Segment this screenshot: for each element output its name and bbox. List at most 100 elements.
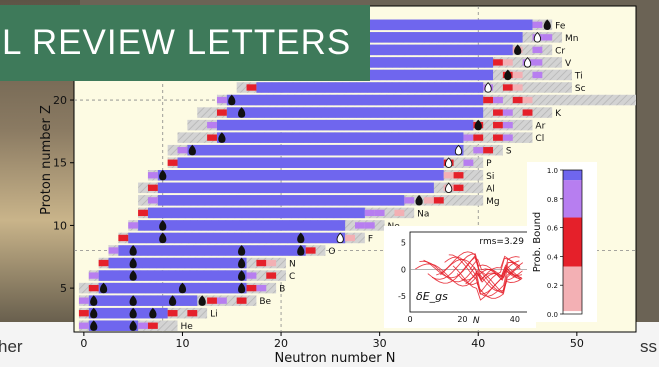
colorbar-tick-label: 0.8 <box>547 196 558 204</box>
element-label-K: K <box>555 109 562 119</box>
bound-region-Ar <box>216 119 474 131</box>
dripline-cell-Cl <box>493 134 503 141</box>
element-label-C: C <box>289 272 295 282</box>
dripline-cell-He <box>138 322 148 329</box>
colorbar-tick-label: 0.4 <box>547 253 559 261</box>
bound-region-C <box>98 270 247 281</box>
proton-drip-cell-S <box>177 147 188 154</box>
drip-marker <box>415 194 423 206</box>
dripline-cell-Mg <box>404 197 415 204</box>
plot-cells: HeLiBeBCNOFNeNaMgAlSiPSClArKCaScTiVCrMnF… <box>74 6 659 332</box>
dripline-cell-Cl <box>463 134 474 141</box>
bound-region-He <box>88 320 139 331</box>
drip-marker <box>168 295 177 306</box>
inset-x-tick-label: 40 <box>510 315 520 324</box>
drip-marker <box>90 307 98 319</box>
dripline-cell-Be <box>207 297 217 304</box>
drip-marker <box>188 144 196 156</box>
drip-marker <box>228 94 236 106</box>
drip-marker <box>90 295 98 306</box>
colorbar-tick-label: 0.2 <box>547 282 558 290</box>
proton-drip-cell-Al <box>147 184 158 191</box>
element-label-P: P <box>486 159 492 169</box>
bound-region-Ne <box>138 220 346 231</box>
x-axis-label: Neutron number N <box>274 351 395 366</box>
drip-marker <box>198 295 206 306</box>
proton-drip-cell-Ca <box>216 96 227 104</box>
drip-marker <box>454 144 463 156</box>
dripline-cell-V <box>502 59 513 66</box>
colorbar-segment <box>563 170 582 181</box>
inset-y-tick-label: 0 <box>401 265 406 274</box>
proton-drip-cell-K <box>216 109 227 116</box>
x-tick-label: 30 <box>373 337 387 350</box>
x-tick-label: 40 <box>471 337 485 350</box>
dripline-cell-Ar <box>493 121 503 129</box>
bound-region-Be <box>88 295 198 306</box>
proton-drip-cell-Ar <box>207 121 217 129</box>
dripline-cell-C <box>246 272 257 279</box>
dripline-cell-Na <box>374 209 385 217</box>
dripline-cell-He <box>147 322 158 329</box>
element-label-N: N <box>289 260 296 270</box>
dripline-cell-Sc <box>502 84 513 91</box>
proton-drip-cell-P <box>167 159 178 166</box>
proton-drip-cell-He <box>78 322 89 329</box>
y-tick-label: 5 <box>60 282 67 295</box>
bound-region-Ti <box>276 69 494 81</box>
element-label-V: V <box>565 59 572 69</box>
colorbar-segment <box>563 180 582 218</box>
dripline-cell-K <box>502 109 513 116</box>
proton-drip-cell-Mg <box>147 197 158 204</box>
bound-region-Si <box>157 170 444 181</box>
bound-region-S <box>187 144 464 156</box>
drip-marker <box>523 57 532 68</box>
x-tick-label: 10 <box>175 337 189 350</box>
bound-region-Sc <box>256 82 484 93</box>
colorbar-tick-label: 0.0 <box>547 311 558 319</box>
proton-drip-cell-C <box>88 272 99 279</box>
dripline-cell-Fe <box>532 21 543 28</box>
dripline-cell-Ca <box>522 96 533 104</box>
drip-marker <box>129 245 137 256</box>
element-label-Fe: Fe <box>555 21 566 31</box>
drip-marker <box>514 44 522 56</box>
proton-drip-cell-N <box>98 259 109 267</box>
colorbar-label: Prob. Bound <box>532 212 543 273</box>
drip-marker <box>484 82 492 93</box>
background-word-right: ss <box>640 337 657 356</box>
element-label-Cl: Cl <box>535 134 544 144</box>
colorbar-tick-label: 0.6 <box>547 225 559 233</box>
inset-y-tick-label: 5 <box>401 239 406 248</box>
proton-drip-cell-Cl <box>207 134 217 141</box>
dripline-cell-Li <box>167 310 178 317</box>
dripline-cell-O <box>305 247 316 254</box>
journal-banner: L REVIEW LETTERS <box>0 5 370 81</box>
bound-region-B <box>98 282 247 294</box>
inset-x-tick-label: 20 <box>457 315 467 324</box>
drip-marker <box>238 282 246 294</box>
inset-x-tick-label: 0 <box>407 315 412 324</box>
dripline-cell-C <box>266 272 277 279</box>
element-label-Na: Na <box>417 209 429 219</box>
colorbar-frame <box>562 169 583 315</box>
dripline-cell-Na <box>364 209 375 217</box>
drip-marker <box>445 157 453 168</box>
dripline-cell-Mg <box>433 197 444 204</box>
y-tick-label: 20 <box>53 94 67 107</box>
dripline-cell-Mg <box>424 197 434 204</box>
element-label-Ca: Ca <box>654 97 659 107</box>
dripline-cell-N <box>256 259 267 267</box>
dripline-cell-N <box>266 259 277 267</box>
element-label-O: O <box>328 247 335 257</box>
drip-marker <box>159 232 167 244</box>
drip-marker <box>129 270 137 281</box>
inset-curve <box>469 258 521 280</box>
drip-marker <box>218 132 226 143</box>
inset-curve <box>452 261 521 301</box>
dripline-cell-Na <box>394 209 405 217</box>
drip-marker <box>129 257 137 269</box>
colorbar-segment <box>563 217 582 267</box>
dripline-cell-Ca <box>483 96 494 104</box>
inset-annotation: rms=3.29 <box>479 237 524 247</box>
